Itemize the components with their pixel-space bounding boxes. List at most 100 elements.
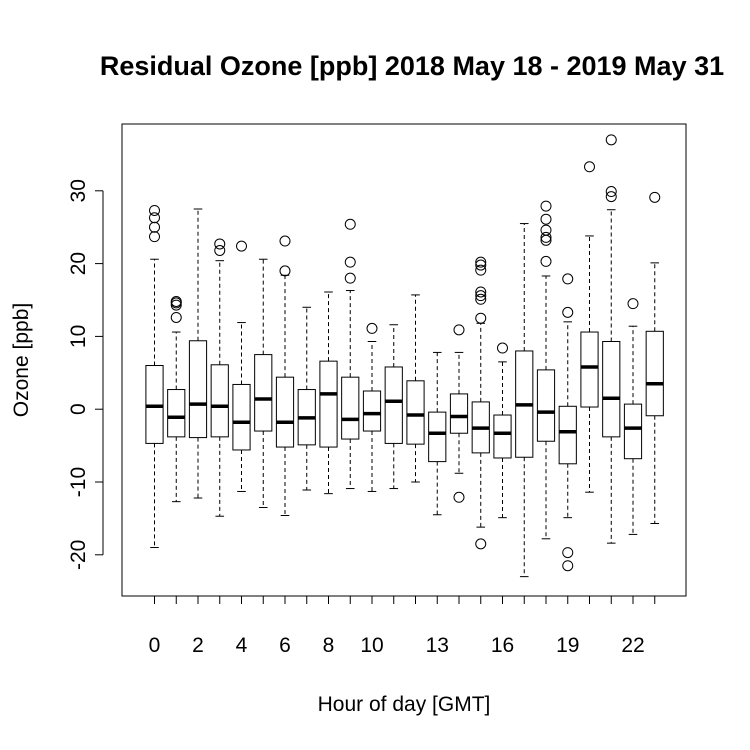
iqr-box: [623, 403, 643, 460]
iqr-box: [188, 340, 208, 439]
outlier-point: [540, 200, 552, 212]
iqr-box: [384, 366, 403, 444]
outlier-point: [540, 231, 552, 243]
box-hour-16: [493, 342, 512, 519]
chart-title: Residual Ozone [ppb] 2018 May 18 - 2019 …: [100, 51, 724, 81]
box-hour-14: [449, 324, 469, 503]
outlier-point: [453, 324, 465, 336]
outlier-point: [453, 491, 465, 503]
outlier-point: [475, 290, 487, 302]
box-hour-15: [471, 256, 490, 550]
x-tick-label: 22: [621, 634, 644, 657]
iqr-box: [210, 364, 229, 438]
iqr-box: [602, 340, 621, 438]
outlier-point: [475, 259, 487, 271]
x-tick-label: 16: [491, 634, 514, 657]
outlier-point: [562, 306, 574, 318]
x-tick-label: 2: [192, 634, 204, 657]
outlier-point: [475, 264, 487, 276]
outlier-point: [562, 560, 574, 572]
iqr-box: [341, 376, 360, 440]
iqr-box: [145, 365, 164, 444]
box-hour-6: [275, 235, 295, 516]
iqr-box: [493, 414, 512, 459]
outlier-point: [605, 134, 617, 146]
box-hour-21: [602, 134, 621, 544]
y-axis-title: Ozone [ppb]: [10, 303, 33, 417]
x-axis-title: Hour of day [GMT]: [318, 693, 491, 716]
box-hour-9: [341, 218, 360, 490]
box-hour-4: [232, 240, 251, 492]
box-hour-17: [515, 223, 534, 578]
x-tick-label: 13: [426, 634, 449, 657]
x-axis: 0 2 4 6 8 10 13 16 19 22: [149, 595, 656, 657]
box-hour-1: [167, 295, 186, 503]
outlier-point: [475, 293, 487, 305]
iqr-box: [580, 331, 599, 408]
box-hour-7: [297, 306, 316, 491]
outlier-point: [170, 311, 182, 323]
outlier-point: [649, 191, 661, 203]
box-hour-8: [319, 291, 338, 495]
x-tick-label: 4: [236, 634, 248, 657]
iqr-box: [449, 393, 469, 434]
y-tick-label: -20: [67, 540, 90, 570]
box-hour-19: [558, 273, 577, 572]
iqr-box: [558, 405, 577, 465]
box-hour-3: [210, 238, 229, 517]
outlier-point: [214, 238, 226, 250]
x-tick-label: 6: [279, 634, 291, 657]
y-tick-label: 20: [67, 252, 90, 275]
box-hour-20: [580, 161, 599, 493]
iqr-box: [232, 383, 251, 451]
outlier-point: [605, 186, 617, 198]
x-tick-label: 8: [323, 634, 335, 657]
x-tick-label: 0: [149, 634, 161, 657]
outlier-point: [562, 547, 574, 559]
y-tick-label: 0: [67, 403, 90, 415]
box-hour-2: [188, 208, 208, 499]
iqr-box: [428, 411, 447, 463]
outlier-point: [497, 342, 508, 354]
outlier-point: [627, 298, 639, 310]
outlier-point: [149, 212, 160, 224]
iqr-box: [406, 380, 425, 445]
iqr-box: [319, 360, 338, 448]
box-hour-13: [428, 351, 447, 516]
outlier-point: [279, 235, 291, 247]
outlier-point: [540, 224, 552, 236]
y-tick-label: 30: [67, 179, 90, 202]
outlier-point: [475, 538, 487, 550]
iqr-box: [275, 376, 295, 448]
box-hour-5: [254, 258, 273, 508]
outlier-point: [475, 256, 487, 268]
outlier-point: [236, 240, 247, 252]
outlier-point: [344, 256, 356, 268]
box-series: [145, 134, 664, 578]
box-hour-11: [384, 324, 403, 490]
box-hour-22: [623, 298, 643, 535]
y-tick-label: -10: [67, 467, 90, 497]
outlier-point: [214, 244, 226, 256]
outlier-point: [344, 218, 356, 230]
outlier-point: [366, 322, 378, 334]
outlier-point: [279, 265, 291, 277]
box-hour-10: [362, 322, 382, 492]
x-tick-label: 19: [556, 634, 579, 657]
outlier-point: [344, 272, 356, 284]
iqr-box: [167, 389, 186, 438]
outlier-point: [475, 286, 487, 298]
iqr-box: [254, 354, 273, 432]
box-hour-18: [536, 200, 556, 540]
y-axis: -20 -10 0 10 20 30: [67, 179, 104, 570]
y-tick-label: 10: [67, 325, 90, 348]
outlier-point: [584, 161, 595, 173]
box-hour-0: [145, 204, 164, 549]
iqr-box: [536, 369, 556, 442]
outlier-point: [149, 204, 160, 216]
outlier-point: [170, 295, 182, 307]
x-tick-label: 10: [360, 634, 383, 657]
outlier-point: [475, 312, 487, 324]
outlier-point: [562, 273, 574, 285]
